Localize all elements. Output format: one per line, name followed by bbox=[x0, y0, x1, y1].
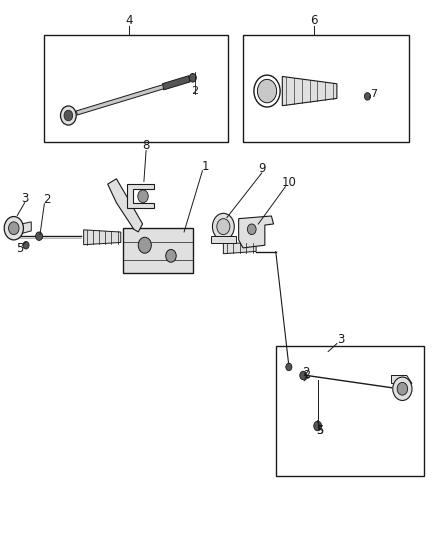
Circle shape bbox=[189, 74, 196, 82]
Circle shape bbox=[254, 75, 280, 107]
Text: 2: 2 bbox=[303, 366, 310, 379]
Circle shape bbox=[138, 190, 148, 203]
Bar bbox=[243, 35, 409, 142]
Circle shape bbox=[300, 371, 307, 379]
Text: 2: 2 bbox=[191, 86, 198, 96]
Polygon shape bbox=[239, 216, 274, 248]
Circle shape bbox=[217, 219, 230, 235]
Circle shape bbox=[23, 241, 29, 249]
Text: 2: 2 bbox=[303, 370, 310, 381]
Bar bbox=[123, 228, 193, 273]
Circle shape bbox=[4, 216, 23, 240]
Circle shape bbox=[397, 382, 408, 395]
Text: 2: 2 bbox=[43, 193, 50, 206]
Polygon shape bbox=[127, 184, 153, 208]
Text: 9: 9 bbox=[258, 161, 265, 175]
Polygon shape bbox=[21, 222, 31, 233]
Circle shape bbox=[247, 224, 256, 235]
Circle shape bbox=[138, 237, 151, 253]
Circle shape bbox=[314, 421, 321, 431]
Text: 6: 6 bbox=[311, 14, 318, 27]
Polygon shape bbox=[392, 375, 412, 383]
Circle shape bbox=[258, 79, 277, 103]
Circle shape bbox=[364, 93, 371, 100]
Text: 5: 5 bbox=[317, 424, 324, 437]
Circle shape bbox=[9, 222, 19, 235]
Text: 4: 4 bbox=[126, 14, 133, 27]
Text: 1: 1 bbox=[201, 160, 209, 173]
Circle shape bbox=[286, 364, 292, 370]
Text: 3: 3 bbox=[338, 333, 345, 346]
Circle shape bbox=[60, 106, 76, 125]
Text: 7: 7 bbox=[371, 88, 378, 99]
Polygon shape bbox=[84, 230, 121, 245]
Circle shape bbox=[64, 110, 73, 121]
Bar bbox=[276, 346, 424, 477]
Text: 5: 5 bbox=[16, 242, 23, 255]
Polygon shape bbox=[108, 179, 143, 232]
Bar bbox=[44, 35, 228, 142]
Text: 3: 3 bbox=[21, 192, 28, 205]
Polygon shape bbox=[162, 76, 190, 90]
Bar bbox=[211, 236, 236, 243]
Polygon shape bbox=[283, 76, 337, 106]
Circle shape bbox=[166, 249, 176, 262]
Text: 5: 5 bbox=[316, 426, 323, 437]
Text: 10: 10 bbox=[282, 176, 296, 189]
Text: 8: 8 bbox=[142, 139, 150, 152]
Circle shape bbox=[393, 377, 412, 400]
Circle shape bbox=[35, 232, 42, 240]
Circle shape bbox=[212, 213, 234, 240]
Polygon shape bbox=[223, 242, 256, 254]
Polygon shape bbox=[76, 77, 190, 115]
